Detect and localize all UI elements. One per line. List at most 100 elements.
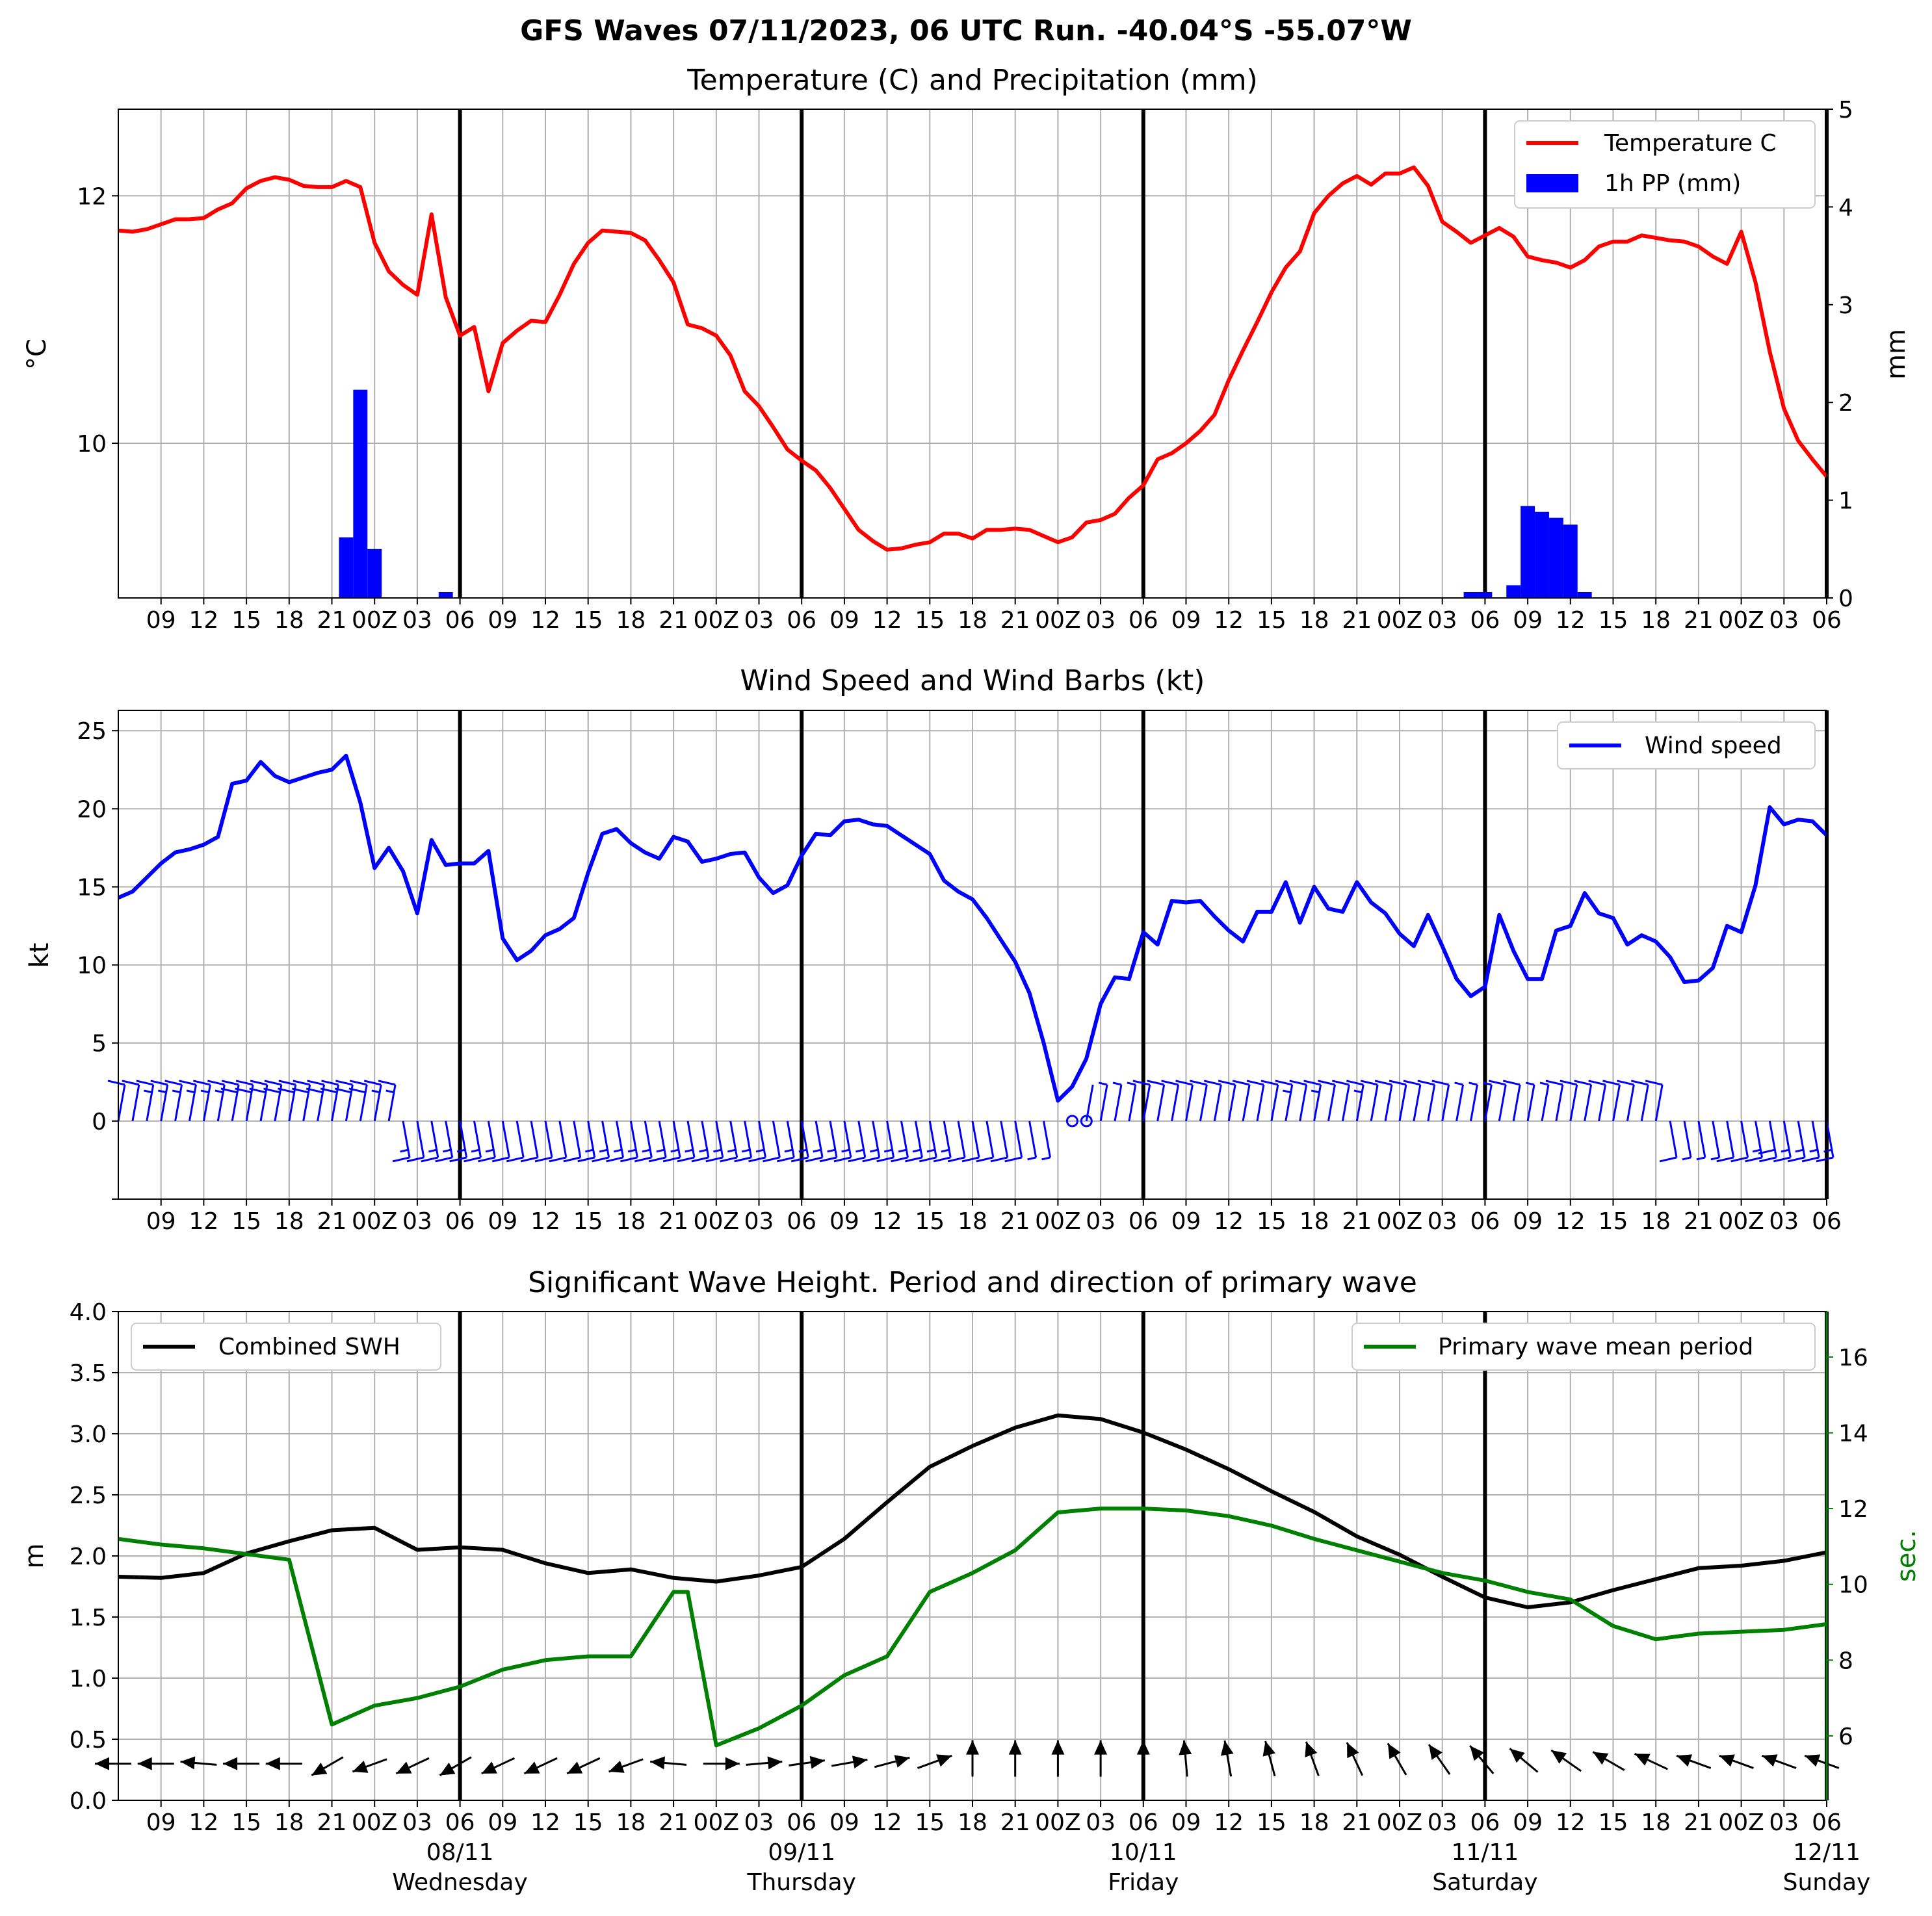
x-tick-label: 21 bbox=[659, 1809, 688, 1836]
x-tick-label: 15 bbox=[915, 1208, 945, 1235]
x-tick-label: 00Z bbox=[352, 1809, 397, 1836]
wind-barb bbox=[1525, 1081, 1535, 1122]
wind-barb bbox=[1374, 1080, 1393, 1122]
temperature-line bbox=[118, 165, 1829, 552]
wave-lines bbox=[118, 1413, 1827, 1748]
wind-barb bbox=[1041, 1120, 1051, 1161]
wind-barb bbox=[933, 1120, 952, 1163]
wave-direction-arrow bbox=[223, 1757, 260, 1770]
wave-direction-arrow bbox=[1509, 1748, 1539, 1773]
wind-barb bbox=[334, 1080, 354, 1122]
y-tick-label: 1.5 bbox=[70, 1605, 107, 1631]
y-tick-label: 0 bbox=[92, 1109, 107, 1135]
wave-direction-arrow bbox=[180, 1756, 217, 1770]
wind-barb bbox=[435, 1120, 454, 1163]
wind-barb bbox=[634, 1120, 653, 1163]
y-right-tick-label: 14 bbox=[1838, 1421, 1868, 1447]
x-tick-label: 00Z bbox=[352, 607, 397, 634]
wind-barb bbox=[1346, 1080, 1364, 1122]
wind-barb bbox=[1260, 1080, 1279, 1122]
wave-direction-arrow bbox=[311, 1756, 344, 1776]
wind-barb bbox=[1617, 1080, 1635, 1122]
wind-barb bbox=[790, 1120, 809, 1163]
precip-bar bbox=[339, 537, 354, 598]
wind-barb bbox=[705, 1120, 724, 1163]
wave-panel-title: Significant Wave Height. Period and dire… bbox=[528, 1266, 1417, 1299]
wind-barb bbox=[1745, 1120, 1763, 1163]
x-tick-label: 00Z bbox=[1377, 607, 1422, 634]
x-tick-label: 15 bbox=[573, 1809, 603, 1836]
wave-direction-arrow bbox=[703, 1757, 740, 1770]
wave-direction-arrow bbox=[1136, 1740, 1150, 1777]
day-date-label: 12/11 bbox=[1793, 1839, 1860, 1866]
x-tick-label: 03 bbox=[1428, 1208, 1457, 1235]
wind-barb bbox=[776, 1120, 795, 1163]
wind-barb bbox=[1098, 1081, 1108, 1122]
precip-bar bbox=[438, 591, 453, 598]
wind-panel-title: Wind Speed and Wind Barbs (kt) bbox=[740, 664, 1205, 697]
x-tick-label: 12 bbox=[1556, 1208, 1586, 1235]
wind-barb bbox=[1332, 1080, 1350, 1122]
wave-ylabel: m bbox=[20, 1544, 49, 1569]
x-tick-label: 00Z bbox=[694, 607, 739, 634]
x-tick-label: 09 bbox=[1513, 607, 1543, 634]
wave-grid bbox=[118, 1311, 1827, 1801]
wind-barb bbox=[1132, 1080, 1151, 1122]
precip-bar bbox=[1548, 517, 1563, 598]
wave-direction-arrow bbox=[874, 1755, 910, 1768]
x-tick-label: 06 bbox=[445, 1809, 475, 1836]
period-legend-box bbox=[1351, 1323, 1816, 1371]
wind-legend-box bbox=[1557, 721, 1816, 770]
figure-title: GFS Waves 07/11/2023, 06 UTC Run. -40.04… bbox=[520, 14, 1412, 47]
x-tick-label: 21 bbox=[317, 1208, 347, 1235]
wind-barb bbox=[1318, 1080, 1336, 1122]
y-tick-label: 15 bbox=[77, 874, 107, 901]
x-tick-label: 18 bbox=[1641, 607, 1671, 634]
wind-barb bbox=[534, 1120, 553, 1163]
x-tick-label: 15 bbox=[1257, 1809, 1286, 1836]
precip-bar bbox=[1521, 506, 1535, 598]
wind-barb bbox=[1602, 1080, 1621, 1122]
x-tick-label: 00Z bbox=[1377, 1208, 1422, 1235]
wind-barb bbox=[1696, 1120, 1706, 1161]
x-tick-label: 03 bbox=[1086, 1809, 1116, 1836]
wind-barb bbox=[348, 1080, 368, 1122]
x-tick-label: 21 bbox=[1342, 1208, 1372, 1235]
x-tick-label: 15 bbox=[231, 1208, 261, 1235]
wind-barb bbox=[563, 1120, 582, 1163]
x-tick-label: 21 bbox=[1342, 607, 1372, 634]
x-tick-label: 09 bbox=[829, 1809, 859, 1836]
wind-barb bbox=[363, 1080, 382, 1122]
x-tick-label: 21 bbox=[317, 607, 347, 634]
y-tick-label: 20 bbox=[77, 796, 107, 823]
wind-barb bbox=[1574, 1080, 1593, 1122]
wind-barb bbox=[306, 1080, 326, 1122]
wind-barb bbox=[263, 1080, 283, 1122]
y-tick-label: 2.0 bbox=[70, 1544, 107, 1570]
precip-bar bbox=[1563, 524, 1578, 598]
precip-bar bbox=[353, 389, 368, 598]
x-tick-label: 09 bbox=[1513, 1809, 1543, 1836]
x-tick-label: 06 bbox=[1812, 1809, 1842, 1836]
x-tick-label: 18 bbox=[616, 1809, 646, 1836]
wind-barb bbox=[1488, 1080, 1507, 1122]
wind-barb bbox=[1816, 1120, 1834, 1163]
y-right-tick-label: 8 bbox=[1838, 1648, 1853, 1674]
period-ylabel: sec. bbox=[1892, 1530, 1922, 1582]
y-right-tick-label: 3 bbox=[1838, 292, 1853, 319]
y-tick-label: 5 bbox=[92, 1031, 107, 1057]
x-tick-label: 12 bbox=[189, 1809, 218, 1836]
x-tick-label: 18 bbox=[1299, 1809, 1329, 1836]
temperature-panel-title: Temperature (C) and Precipitation (mm) bbox=[686, 64, 1258, 97]
wind-barb bbox=[207, 1080, 226, 1122]
wave-direction-arrow bbox=[137, 1757, 174, 1770]
wave-direction-arrow bbox=[1469, 1745, 1495, 1774]
wind-barb bbox=[1431, 1080, 1450, 1122]
x-tick-label: 03 bbox=[1769, 607, 1799, 634]
wind-barb bbox=[1710, 1120, 1721, 1161]
x-tick-label: 00Z bbox=[1035, 607, 1080, 634]
wave-direction-arrow bbox=[1051, 1740, 1065, 1777]
x-tick-label: 15 bbox=[231, 607, 261, 634]
wave-direction-arrow bbox=[439, 1756, 472, 1776]
wind-barb bbox=[1758, 1120, 1777, 1163]
